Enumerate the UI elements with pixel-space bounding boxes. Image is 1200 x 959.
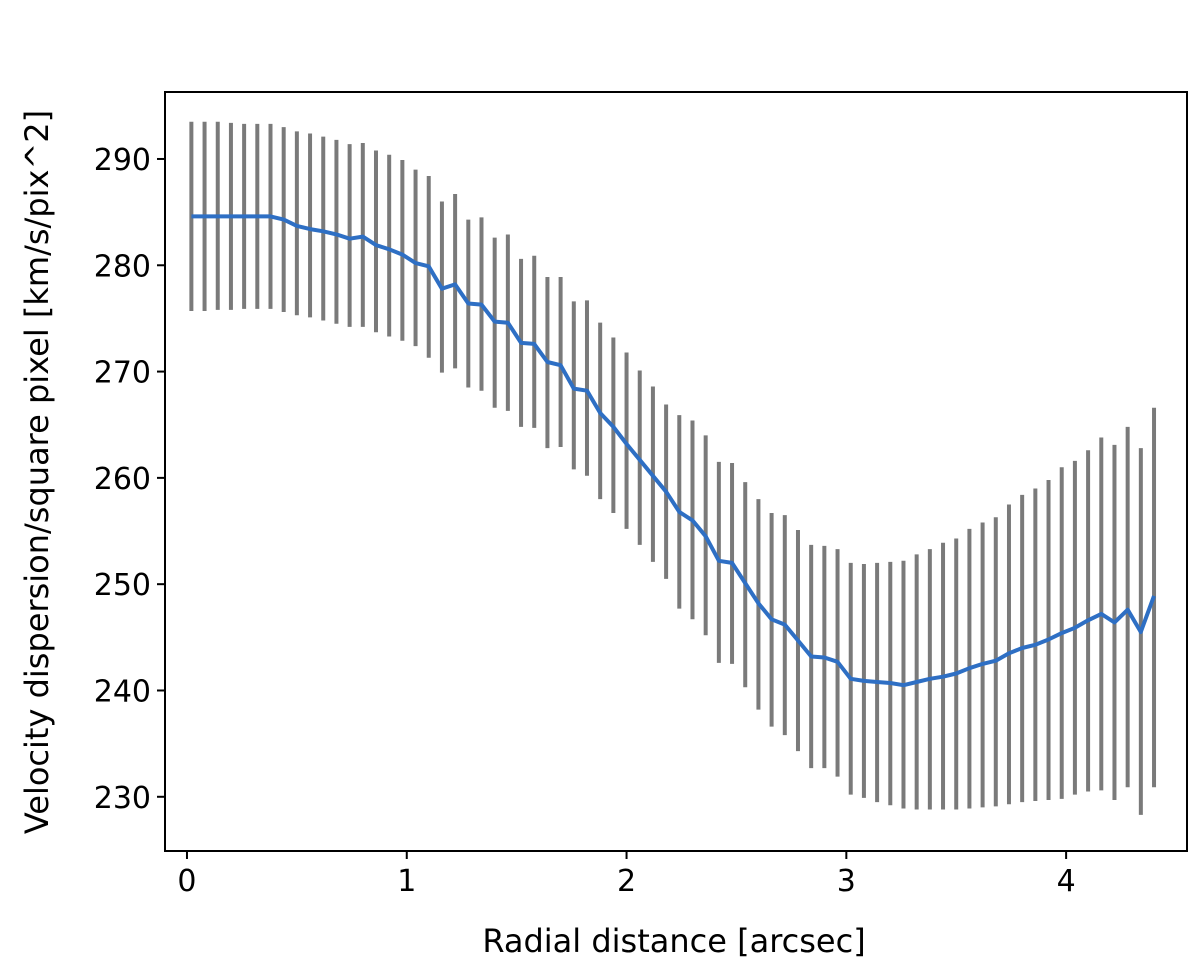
x-tick-label: 4: [1057, 864, 1076, 899]
y-tick-label: 290: [94, 143, 151, 178]
series-line-group: [191, 214, 1156, 688]
y-tick-label: 260: [94, 462, 151, 497]
y-tick-label: 270: [94, 356, 151, 391]
x-tick-label: 2: [617, 864, 636, 899]
y-tick-label: 250: [94, 568, 151, 603]
y-tick-label: 240: [94, 674, 151, 709]
y-tick-label: 230: [94, 781, 151, 816]
y-axis-ticks: 230 240 250 260 270 280 290: [94, 143, 165, 816]
plot-frame: [164, 91, 1188, 852]
y-axis-label: Velocity dispersion/square pixel [km/s/p…: [18, 110, 56, 834]
x-tick-label: 3: [837, 864, 856, 899]
x-axis-label: Radial distance [arcsec]: [482, 922, 865, 959]
x-tick-label: 0: [177, 864, 196, 899]
errorbar-group: [189, 121, 1157, 815]
series-line: [191, 214, 1156, 688]
x-tick-label: 1: [397, 864, 416, 899]
x-axis-ticks: 0 1 2 3 4: [177, 851, 1076, 899]
y-tick-label: 280: [94, 249, 151, 284]
